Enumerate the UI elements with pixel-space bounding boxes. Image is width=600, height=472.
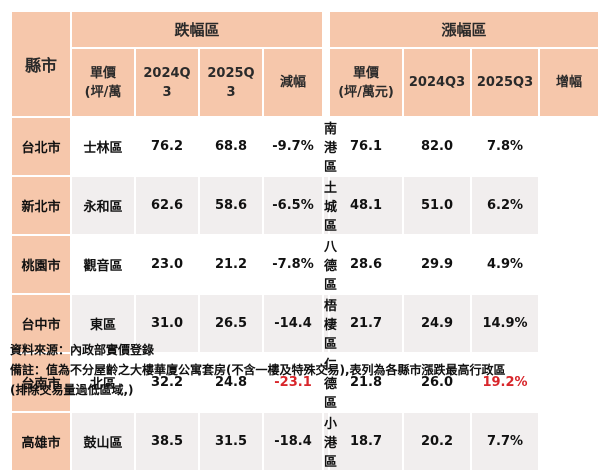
drop-2024q3-cell: 76.2 xyxy=(136,118,198,175)
drop-change-cell: -23.1 xyxy=(264,354,323,411)
drop-change-cell: -18.4 xyxy=(264,413,323,470)
drop-district-cell: 鼓山區 xyxy=(72,413,134,470)
price-change-table-container: 縣市 跌幅區 漲幅區 單價 (坪/萬 2024Q 3 2025Q 3 減幅 單價 (坪/… xyxy=(10,10,599,472)
drop-column-header: 減幅 xyxy=(264,49,323,116)
rise-change-cell: 7.8% xyxy=(472,118,539,175)
rise-2025q3-cell: 82.0 xyxy=(404,118,471,175)
rise-column-header: 增幅 xyxy=(540,49,599,116)
drop-2025q3-cell: 21.2 xyxy=(200,236,262,293)
remark-note: 備註：值為不分屋齡之大樓華廈公寓套房(不含一樓及特殊交易),表列為各縣市漲跌最高… xyxy=(10,363,506,377)
rise-change-cell: 19.2% xyxy=(472,354,539,411)
city-cell: 高雄市 xyxy=(12,413,70,470)
drop-column-header: 2024Q 3 xyxy=(136,49,198,116)
drop-2025q3-cell: 26.5 xyxy=(200,295,262,352)
drop-2025q3-cell: 31.5 xyxy=(200,413,262,470)
rise-2024q3-cell: 21.7 xyxy=(330,295,403,352)
rise-column-header: 2024Q3 xyxy=(404,49,471,116)
rise-2025q3-cell: 29.9 xyxy=(404,236,471,293)
rise-district-cell: 八德區 xyxy=(324,236,337,293)
rise-2025q3-cell: 24.9 xyxy=(404,295,471,352)
city-cell: 台北市 xyxy=(12,118,70,175)
drop-district-cell: 北區 xyxy=(72,354,134,411)
city-cell: 桃園市 xyxy=(12,236,70,293)
rise-2024q3-cell: 76.1 xyxy=(330,118,403,175)
drop-group-header: 跌幅區 xyxy=(72,12,323,47)
rise-district-cell: 南港區 xyxy=(324,118,337,175)
rise-change-cell: 4.9% xyxy=(472,236,539,293)
rise-2025q3-cell: 26.0 xyxy=(404,354,471,411)
drop-change-cell: -9.7% xyxy=(264,118,323,175)
drop-column-header: 單價 (坪/萬 xyxy=(72,49,134,116)
drop-change-cell: -7.8% xyxy=(264,236,323,293)
city-cell: 新北市 xyxy=(12,177,70,234)
source-note: 資料來源：內政部實價登錄 xyxy=(10,343,155,357)
rise-district-cell: 土城區 xyxy=(324,177,337,234)
rise-column-header: 單價 (坪/萬元) xyxy=(330,49,403,116)
rise-2025q3-cell: 20.2 xyxy=(404,413,471,470)
drop-change-cell: -14.4 xyxy=(264,295,323,352)
price-change-table: 縣市 跌幅區 漲幅區 單價 (坪/萬 2024Q 3 2025Q 3 減幅 單價 (坪/… xyxy=(10,10,600,472)
drop-district-cell: 士林區 xyxy=(72,118,134,175)
rise-column-header: 2025Q3 xyxy=(472,49,539,116)
drop-district-cell: 東區 xyxy=(72,295,134,352)
drop-2025q3-cell: 58.6 xyxy=(200,177,262,234)
rise-district-cell: 小港區 xyxy=(324,413,337,470)
drop-2025q3-cell: 68.8 xyxy=(200,118,262,175)
rise-2024q3-cell: 28.6 xyxy=(330,236,403,293)
rise-group-header: 漲幅區 xyxy=(330,12,599,47)
column-divider xyxy=(324,12,329,116)
city-cell: 台南市 xyxy=(12,354,70,411)
rise-2025q3-cell: 51.0 xyxy=(404,177,471,234)
rise-2024q3-cell: 48.1 xyxy=(330,177,403,234)
rise-change-cell: 7.7% xyxy=(472,413,539,470)
rise-2024q3-cell: 18.7 xyxy=(330,413,403,470)
drop-2024q3-cell: 23.0 xyxy=(136,236,198,293)
drop-2024q3-cell: 32.2 xyxy=(136,354,198,411)
rise-2024q3-cell: 21.8 xyxy=(330,354,403,411)
drop-2024q3-cell: 62.6 xyxy=(136,177,198,234)
drop-change-cell: -6.5% xyxy=(264,177,323,234)
drop-2025q3-cell: 24.8 xyxy=(200,354,262,411)
drop-2024q3-cell: 38.5 xyxy=(136,413,198,470)
drop-district-cell: 觀音區 xyxy=(72,236,134,293)
drop-2024q3-cell: 31.0 xyxy=(136,295,198,352)
remark-note-cont: (排除交易量過低區域,) xyxy=(10,383,134,397)
rise-change-cell: 14.9% xyxy=(472,295,539,352)
city-header: 縣市 xyxy=(12,12,70,116)
rise-change-cell: 6.2% xyxy=(472,177,539,234)
city-cell: 台中市 xyxy=(12,295,70,352)
drop-column-header: 2025Q 3 xyxy=(200,49,262,116)
drop-district-cell: 永和區 xyxy=(72,177,134,234)
notes: 資料來源：內政部實價登錄 備註：值為不分屋齡之大樓華廈公寓套房(不含一樓及特殊交… xyxy=(10,340,590,400)
